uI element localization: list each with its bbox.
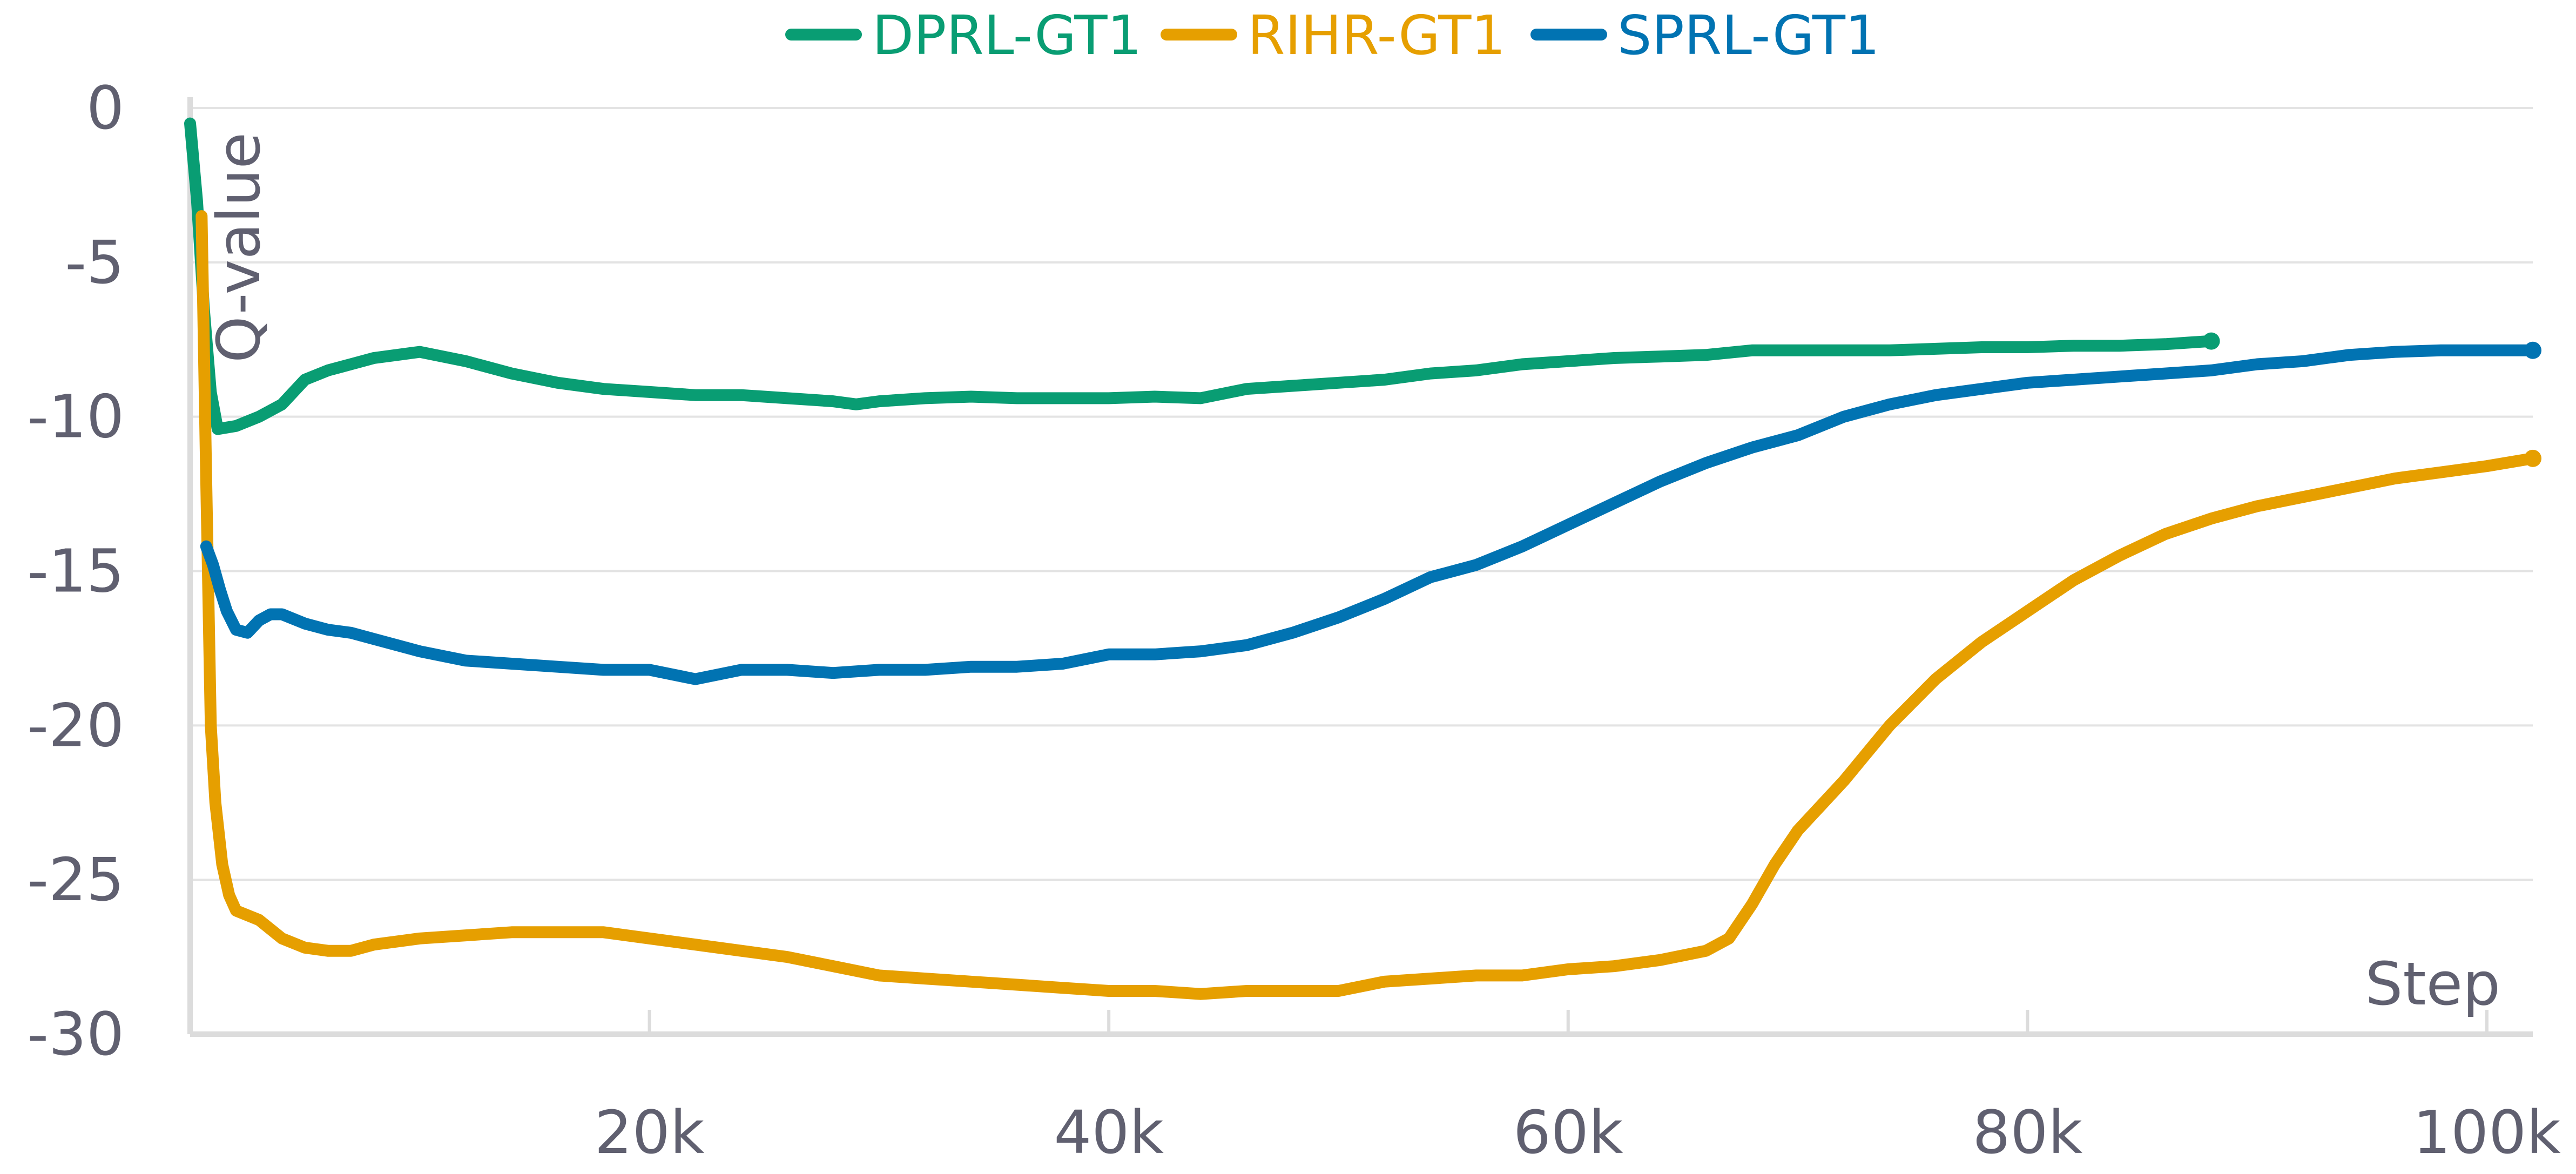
label-layer: 0 -5 -10 -15 -20 -25 -30 20k 40k 60k 80k 100k Step Q-… — [27, 73, 2561, 1167]
legend-label-dprl-gt1: DPRL-GT1 — [872, 4, 1142, 67]
series-endpoint-rihr-gt1 — [2524, 449, 2541, 467]
legend: DPRL-GT1 RIHR-GT1 SPRL-GT1 — [785, 4, 1880, 67]
y-tick-label: -30 — [27, 1000, 124, 1069]
x-tick-label: 100k — [2413, 1098, 2561, 1167]
y-tick-label: -10 — [27, 382, 124, 451]
y-axis-title: Q-value — [204, 132, 273, 363]
legend-label-rihr-gt1: RIHR-GT1 — [1247, 4, 1506, 67]
x-tick-label: 40k — [1054, 1098, 1164, 1167]
series-line-dprl-gt1 — [184, 117, 2217, 435]
series-endpoint-dprl-gt1 — [2202, 332, 2220, 350]
legend-label-sprl-gt1: SPRL-GT1 — [1617, 4, 1880, 67]
y-tick-label: -5 — [65, 228, 124, 297]
grid-layer — [190, 107, 2533, 881]
y-tick-label: -25 — [27, 845, 124, 914]
series-endpoint-sprl-gt1 — [2524, 341, 2541, 359]
y-tick-label: -20 — [27, 691, 124, 760]
y-tick-label: -15 — [27, 537, 124, 606]
series-layer — [184, 117, 2541, 1000]
x-axis-title: Step — [2365, 949, 2500, 1018]
series-line-rihr-gt1 — [195, 210, 2539, 1000]
x-tick-label: 20k — [595, 1098, 705, 1167]
series-line-sprl-gt1 — [200, 344, 2539, 685]
x-tick-label: 60k — [1513, 1098, 1623, 1167]
axis-layer — [187, 97, 2533, 1037]
x-tick-label: 80k — [1973, 1098, 2083, 1167]
y-tick-label: 0 — [86, 73, 124, 143]
